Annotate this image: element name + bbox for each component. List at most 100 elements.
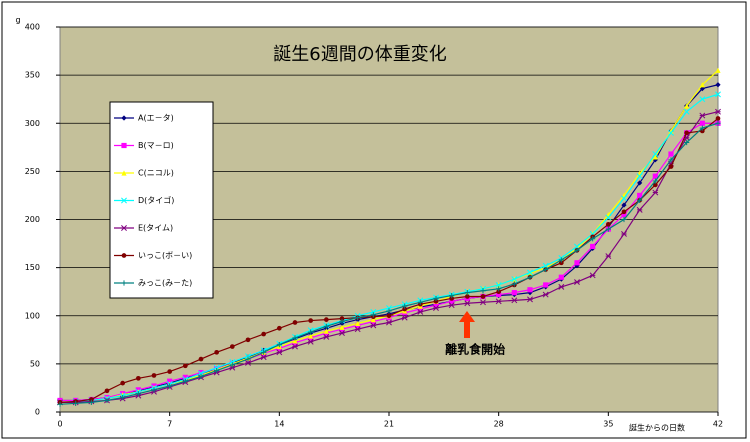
point xyxy=(574,263,580,269)
point xyxy=(543,266,549,273)
point xyxy=(276,342,282,348)
series xyxy=(57,120,721,407)
point xyxy=(652,151,659,158)
point xyxy=(480,288,486,294)
point xyxy=(260,354,267,361)
x-tick-label: 0 xyxy=(57,420,62,429)
point xyxy=(715,91,721,98)
point xyxy=(637,197,643,203)
point xyxy=(621,216,627,223)
point xyxy=(261,331,267,337)
point xyxy=(417,306,423,312)
legend-label: いっこ(ボ－い) xyxy=(138,251,192,260)
point xyxy=(339,330,345,337)
point xyxy=(715,120,721,126)
y-tick-label: 350 xyxy=(25,71,40,80)
point xyxy=(449,298,455,304)
point xyxy=(668,129,674,136)
point xyxy=(354,326,361,333)
point xyxy=(339,316,345,321)
point xyxy=(495,298,502,305)
x-tick-label: 35 xyxy=(603,420,613,429)
point xyxy=(151,373,157,378)
point xyxy=(652,182,658,188)
point xyxy=(182,378,188,384)
point xyxy=(652,154,658,160)
point xyxy=(120,394,126,401)
point xyxy=(198,356,204,362)
point xyxy=(276,325,282,331)
x-axis-label: 誕生からの日数 xyxy=(629,423,685,433)
point xyxy=(245,359,251,366)
point xyxy=(402,306,408,312)
point xyxy=(715,67,721,73)
point xyxy=(182,363,188,369)
point xyxy=(121,115,127,121)
x-tick-label: 14 xyxy=(274,420,284,429)
point xyxy=(433,305,439,312)
point xyxy=(715,108,721,115)
point xyxy=(276,349,283,356)
x-tick-label: 28 xyxy=(494,420,504,429)
point xyxy=(527,269,533,276)
point xyxy=(323,333,330,340)
point xyxy=(121,197,127,204)
point xyxy=(495,281,502,288)
point xyxy=(449,296,455,301)
point xyxy=(542,262,549,269)
point xyxy=(261,349,267,355)
point xyxy=(323,328,329,334)
point xyxy=(683,108,690,115)
point xyxy=(589,272,596,279)
point xyxy=(464,290,470,296)
point xyxy=(308,318,314,323)
point xyxy=(167,369,173,374)
point xyxy=(448,302,455,309)
point xyxy=(621,202,627,208)
point xyxy=(121,225,127,231)
point xyxy=(370,317,376,323)
point xyxy=(542,291,549,298)
point xyxy=(323,317,329,322)
series-layer xyxy=(57,67,721,407)
point xyxy=(637,180,643,186)
point xyxy=(198,373,204,379)
point xyxy=(527,270,533,276)
point xyxy=(480,299,486,306)
point xyxy=(574,260,580,266)
point xyxy=(715,116,721,121)
point xyxy=(699,120,705,126)
x-tick-label: 42 xyxy=(713,420,723,429)
point xyxy=(88,399,94,405)
point xyxy=(292,320,298,325)
point xyxy=(135,375,141,381)
point xyxy=(558,260,564,266)
point xyxy=(104,388,110,394)
point xyxy=(699,82,705,88)
point xyxy=(401,314,408,321)
point xyxy=(464,300,471,307)
chart-title: 誕生6週間の体重変化 xyxy=(273,44,446,65)
point xyxy=(229,362,235,368)
y-axis-label: g xyxy=(15,16,20,25)
point xyxy=(355,315,361,321)
point xyxy=(605,214,612,221)
point xyxy=(198,369,204,376)
point xyxy=(496,291,502,298)
point xyxy=(386,308,392,314)
y-tick-label: 50 xyxy=(30,359,40,368)
point xyxy=(292,343,298,350)
point xyxy=(527,296,533,303)
point xyxy=(684,139,690,146)
point xyxy=(120,380,126,386)
point xyxy=(121,280,127,286)
point xyxy=(433,295,439,302)
point xyxy=(339,318,345,325)
point xyxy=(167,383,173,389)
y-tick-label: 300 xyxy=(25,119,40,128)
y-tick-label: 0 xyxy=(35,408,40,417)
point xyxy=(699,96,706,103)
point xyxy=(339,324,345,330)
point xyxy=(292,335,298,341)
point xyxy=(245,337,251,343)
